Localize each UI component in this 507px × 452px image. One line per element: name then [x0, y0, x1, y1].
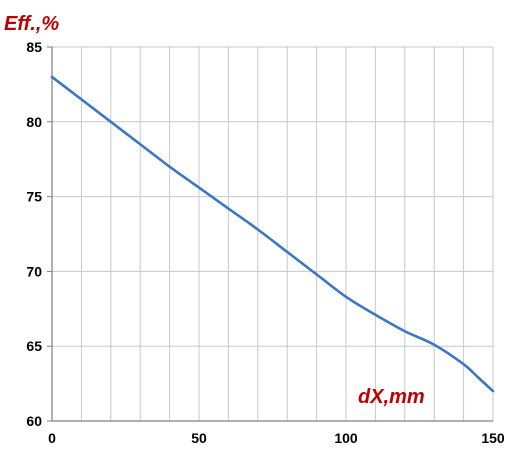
- x-tick-label: 50: [191, 430, 207, 446]
- y-tick-label: 75: [26, 189, 42, 205]
- x-axis-label: dX,mm: [358, 386, 425, 408]
- tick-labels: 60 65 70 75 80 85 0 50 100 150: [26, 39, 504, 446]
- y-tick-label: 60: [26, 413, 42, 429]
- x-tick-label: 150: [481, 430, 505, 446]
- y-tick-label: 80: [26, 114, 42, 130]
- y-axis-label: Eff.,%: [4, 13, 59, 35]
- y-tick-label: 70: [26, 263, 42, 279]
- y-tick-label: 65: [26, 338, 42, 354]
- x-tick-label: 0: [48, 430, 56, 446]
- axes: [47, 46, 493, 422]
- y-tick-label: 85: [26, 39, 42, 55]
- x-tick-label: 100: [334, 430, 358, 446]
- series: [50, 75, 495, 393]
- grid: [52, 46, 494, 421]
- series-line: [50, 75, 495, 393]
